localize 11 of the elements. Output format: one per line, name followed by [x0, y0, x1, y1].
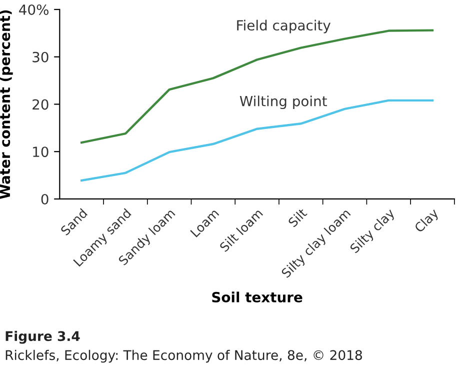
y-tick-label: 20 [32, 99, 48, 110]
text: Ricklefs, Ecology: The Economy of Nature, 8e, © 2018 [6, 350, 362, 363]
series-label: Field capacity [237, 20, 330, 34]
y-tick-label: 30 [32, 52, 48, 62]
x-axis-title: Soil texture [212, 292, 302, 302]
series-label: Wilting point [240, 96, 327, 110]
y-tick-label: 10 [33, 146, 48, 158]
y-tick-label: 0 [41, 194, 48, 204]
caption: Figure 3.4 [6, 330, 80, 344]
y-tick-label: 40% [19, 4, 48, 15]
x-tick-label: Silt [287, 208, 308, 228]
